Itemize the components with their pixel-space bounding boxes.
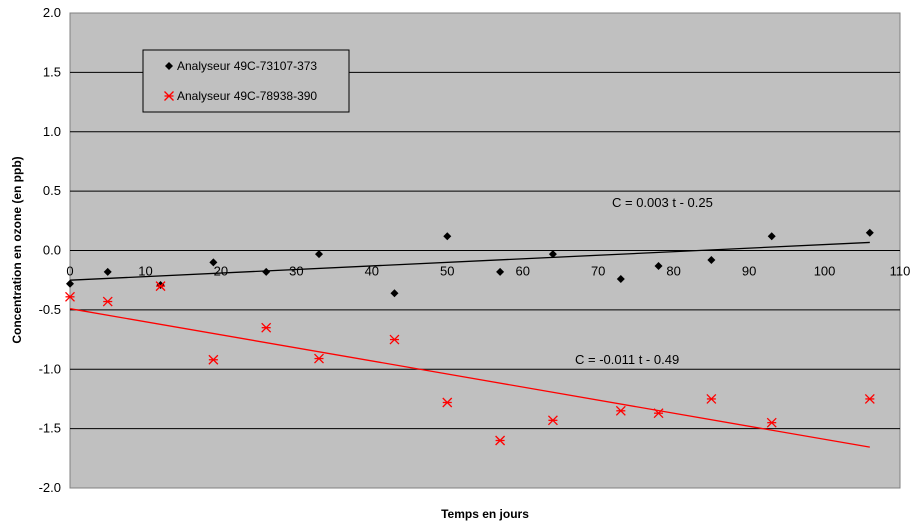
data-point-series-2 [102,296,113,307]
y-tick-label: -1.5 [39,421,61,436]
data-point-series-2 [442,397,453,408]
data-point-series-1 [103,267,112,276]
data-point-series-2 [155,281,166,292]
data-point-series-2 [389,334,400,345]
legend-label-series-2: Analyseur 49C-78938-390 [177,89,317,103]
trendline-label-series-1: C = 0.003 t - 0.25 [612,195,713,210]
legend-marker-series-2 [164,91,174,101]
data-point-series-1 [156,280,165,289]
trendline-label-series-2: C = -0.011 t - 0.49 [575,352,679,367]
legend-marker-series-1 [165,62,173,70]
x-tick-label: 40 [365,264,379,279]
data-point-series-1 [767,232,776,241]
data-points [65,228,875,446]
data-point-series-2 [766,417,777,428]
x-tick-labels: 0 10 20 30 40 50 60 70 80 90 100 110 [66,264,910,279]
x-tick-label: 100 [814,264,836,279]
data-point-series-1 [616,275,625,283]
trendline-series-1 [69,241,870,281]
trendline-series-2 [69,308,870,448]
data-point-series-1 [443,232,452,241]
legend: Analyseur 49C-73107-373 Analyseur 49C-78… [142,49,350,113]
y-tick-label: 2.0 [43,5,61,20]
x-tick-label: 20 [214,264,228,279]
x-tick-label: 0 [66,264,73,279]
y-tick-label: -1.0 [39,361,61,376]
data-point-series-2 [261,322,272,333]
data-point-series-2 [615,405,626,416]
data-point-series-1 [390,289,399,298]
data-point-series-1 [707,256,716,264]
data-point-series-1 [496,267,505,276]
data-point-series-1 [262,267,271,276]
data-point-series-2 [864,393,875,404]
y-axis-title: Concentration en ozone (en ppb) [10,156,24,343]
x-tick-label: 10 [138,264,152,279]
y-tick-label: -2.0 [39,480,61,495]
y-tick-label: 1.0 [43,124,61,139]
x-tick-label: 60 [515,264,529,279]
y-tick-labels: 2.0 1.5 1.0 0.5 0.0 -0.5 -1.0 -1.5 -2.0 [39,5,61,495]
data-point-series-1 [548,250,557,259]
legend-marker-diamond [165,62,173,70]
data-point-series-2 [208,354,219,365]
trendlines [69,241,870,448]
data-point-series-1 [865,228,874,237]
data-point-series-2 [706,393,717,404]
y-tick-label: 1.5 [43,64,61,79]
data-point-series-2 [495,435,506,446]
x-tick-label: 50 [440,264,454,279]
data-point-series-1 [654,261,663,270]
x-tick-label: 30 [289,264,303,279]
x-tick-label: 90 [742,264,756,279]
data-point-series-1 [315,250,323,259]
data-point-series-2 [653,408,664,419]
legend-label-series-1: Analyseur 49C-73107-373 [177,59,317,73]
data-point-series-1 [66,279,74,288]
data-point-series-1 [209,258,218,267]
x-tick-label: 80 [666,264,680,279]
legend-box [142,49,350,113]
y-tick-label: -0.5 [39,302,61,317]
x-tick-label: 70 [591,264,605,279]
data-point-series-2 [65,291,75,302]
legend-marker-asterisk [164,91,174,101]
y-tick-label: 0.5 [43,183,61,198]
x-tick-label: 110 [890,264,911,279]
data-point-series-2 [314,353,324,364]
x-axis-title: Temps en jours [441,507,529,521]
data-point-series-2 [547,415,558,426]
y-tick-label: 0.0 [43,243,61,258]
